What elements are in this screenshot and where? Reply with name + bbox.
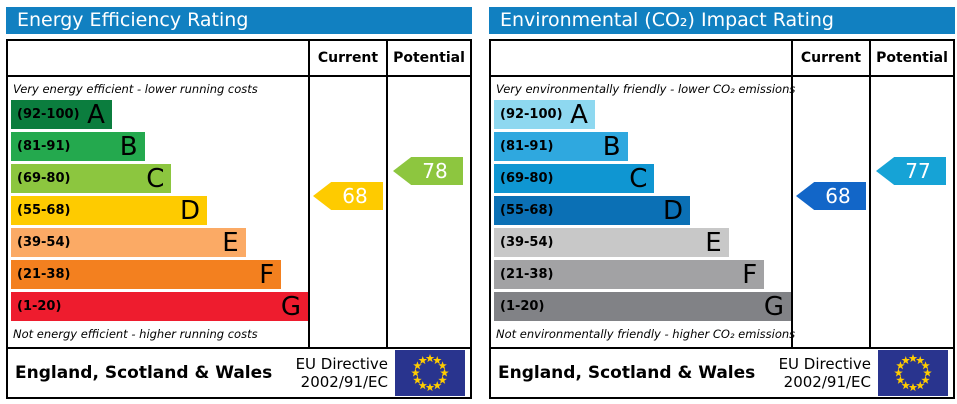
band-row-d: (55-68) D [11, 195, 208, 226]
band-range-label: (92-100) [500, 107, 563, 122]
band-row-g: (1-20) G [11, 292, 308, 321]
band-row-a: (92-100) A [494, 100, 595, 129]
band-row-e: (39-54) E [11, 228, 246, 257]
band-range-label: (39-54) [17, 235, 71, 250]
current-rating-cell: 68 [791, 77, 869, 347]
band-letter: A [570, 99, 588, 130]
band-range-label: (69-80) [500, 171, 554, 186]
band-letter: B [119, 131, 138, 162]
band-row-c: (69-80) C [11, 163, 172, 194]
header-spacer-cell [491, 41, 791, 77]
band-letter: C [629, 163, 648, 194]
header-spacer-cell [8, 41, 308, 77]
band-letter: B [602, 131, 621, 162]
environmental-panel-title: Environmental (CO₂) Impact Rating [489, 7, 955, 34]
band-row-g: (1-20) G [494, 292, 791, 321]
current-rating-cell: 68 [308, 77, 386, 347]
band-letter: D [179, 195, 201, 226]
current-rating-arrow: 68 [796, 182, 866, 210]
current-rating-value: 68 [342, 184, 368, 208]
current-rating-arrow: 68 [313, 182, 383, 210]
energy-panel-title: Energy Efficiency Rating [6, 7, 472, 34]
energy-efficiency-panel: Energy Efficiency Rating Current Potenti… [6, 7, 472, 399]
potential-column-header: Potential [869, 41, 953, 77]
band-range-label: (21-38) [500, 267, 554, 282]
band-row-d: (55-68) D [494, 195, 691, 226]
band-row-a: (92-100) A [11, 100, 112, 129]
band-row-e: (39-54) E [494, 228, 729, 257]
eu-directive-line2: 2002/91/EC [783, 373, 871, 391]
potential-column-header: Potential [386, 41, 470, 77]
bottom-caption: Not environmentally friendly - higher CO… [496, 327, 796, 341]
environmental-rating-table: Current Potential Very environmentally f… [489, 39, 955, 399]
band-row-f: (21-38) F [494, 259, 765, 290]
band-letter: C [146, 163, 165, 194]
band-range-label: (69-80) [17, 171, 71, 186]
band-row-b: (81-91) B [11, 132, 145, 161]
potential-rating-cell: 78 [386, 77, 470, 347]
band-letter: A [87, 99, 105, 130]
band-range-label: (1-20) [500, 299, 545, 314]
band-letter: G [280, 291, 301, 322]
eu-directive-line1: EU Directive [778, 355, 871, 373]
potential-rating-arrow: 78 [393, 157, 463, 185]
eu-directive-line2: 2002/91/EC [300, 373, 388, 391]
potential-rating-cell: 77 [869, 77, 953, 347]
band-row-b: (81-91) B [494, 132, 628, 161]
eu-flag-icon [878, 350, 948, 396]
energy-rating-table: Current Potential Very energy efficient … [6, 39, 472, 399]
band-letter: E [222, 227, 239, 258]
energy-footer: England, Scotland & Wales EU Directive 2… [8, 347, 470, 397]
region-label: England, Scotland & Wales [15, 363, 273, 383]
region-label: England, Scotland & Wales [498, 363, 756, 383]
potential-rating-arrow: 77 [876, 157, 946, 185]
band-range-label: (55-68) [17, 203, 71, 218]
band-letter: F [742, 259, 758, 290]
current-rating-value: 68 [825, 184, 851, 208]
band-letter: G [763, 291, 784, 322]
band-letter: D [662, 195, 684, 226]
band-letter: E [705, 227, 722, 258]
band-range-label: (55-68) [500, 203, 554, 218]
top-caption: Very environmentally friendly - lower CO… [496, 82, 796, 96]
band-range-label: (92-100) [17, 107, 80, 122]
environmental-impact-panel: Environmental (CO₂) Impact Rating Curren… [489, 7, 955, 399]
environmental-footer: England, Scotland & Wales EU Directive 2… [491, 347, 953, 397]
environmental-bands: (92-100) A (81-91) B (69-80) C (55-68) D [494, 100, 791, 324]
eu-flag-icon [395, 350, 465, 396]
eu-directive-line1: EU Directive [295, 355, 388, 373]
eu-directive-label: EU Directive 2002/91/EC [296, 355, 388, 391]
top-caption: Very energy efficient - lower running co… [13, 82, 258, 96]
bottom-caption: Not energy efficient - higher running co… [13, 327, 258, 341]
band-range-label: (81-91) [17, 139, 71, 154]
potential-rating-value: 78 [422, 159, 448, 183]
environmental-band-area: Very environmentally friendly - lower CO… [491, 77, 795, 347]
band-row-c: (69-80) C [494, 163, 655, 194]
band-range-label: (21-38) [17, 267, 71, 282]
band-letter: F [259, 259, 275, 290]
current-column-header: Current [791, 41, 869, 77]
current-column-header: Current [308, 41, 386, 77]
band-range-label: (39-54) [500, 235, 554, 250]
energy-band-area: Very energy efficient - lower running co… [8, 77, 308, 347]
band-range-label: (1-20) [17, 299, 62, 314]
eu-directive-label: EU Directive 2002/91/EC [779, 355, 871, 391]
energy-bands: (92-100) A (81-91) B (69-80) C (55-68) D [11, 100, 308, 324]
potential-rating-value: 77 [905, 159, 931, 183]
band-row-f: (21-38) F [11, 259, 282, 290]
band-range-label: (81-91) [500, 139, 554, 154]
